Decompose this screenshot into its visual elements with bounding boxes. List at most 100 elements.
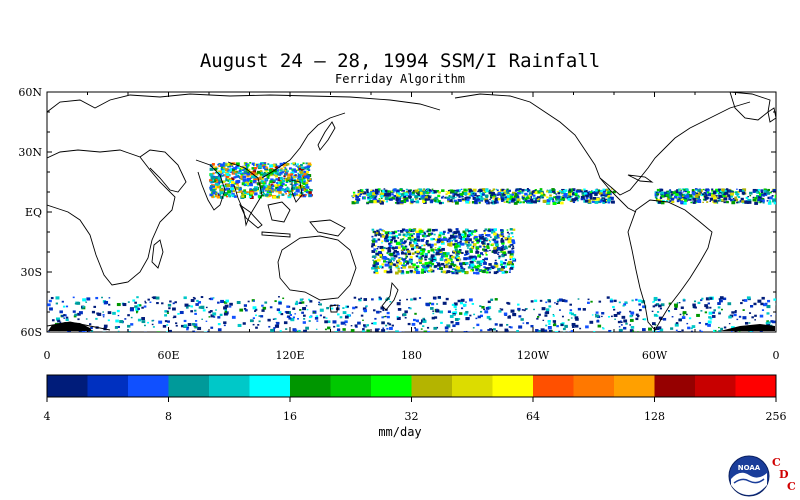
rain-cell	[294, 183, 297, 186]
rain-cell	[485, 234, 488, 237]
rain-cell	[433, 326, 437, 330]
rain-cell	[690, 330, 693, 332]
japan-outline	[317, 121, 336, 151]
rain-cell	[490, 190, 493, 193]
rain-cell	[510, 250, 515, 254]
rain-cell	[274, 184, 278, 187]
rain-cell	[243, 165, 246, 168]
rain-cell	[579, 189, 583, 193]
colorbar-ticks: 4 8 16 32 64 128 256	[44, 397, 787, 423]
rain-cell	[299, 184, 301, 187]
rain-cell	[77, 318, 80, 321]
rain-cell	[465, 317, 470, 321]
rain-cell	[657, 330, 661, 332]
map-title: August 24 – 28, 1994 SSM/I Rainfall	[199, 50, 601, 72]
rain-cell	[516, 200, 520, 204]
rain-cell	[678, 194, 682, 197]
rain-cell	[473, 193, 477, 197]
rain-cell	[422, 319, 427, 323]
rain-cell	[637, 331, 639, 332]
rain-cell	[482, 254, 484, 256]
rain-cell	[398, 256, 401, 259]
rain-cell	[485, 267, 488, 269]
rain-cell	[470, 230, 474, 233]
rain-cell	[600, 190, 603, 193]
rain-cell	[351, 312, 354, 314]
rain-cell	[439, 257, 444, 261]
rain-cell	[492, 266, 496, 269]
rain-cell	[357, 321, 361, 325]
rain-cell	[355, 325, 358, 328]
rain-cell	[61, 315, 64, 317]
rain-cell	[746, 296, 751, 300]
rain-cell	[734, 198, 739, 202]
rain-cell	[591, 200, 595, 203]
rain-cell	[406, 256, 409, 258]
rain-cell	[472, 243, 477, 246]
rain-cell	[296, 163, 299, 166]
rain-cell	[580, 195, 585, 200]
rain-cell	[194, 312, 197, 315]
rain-cell	[560, 201, 564, 205]
rain-cell	[210, 192, 213, 194]
rain-cell	[704, 311, 708, 314]
rain-cell	[519, 188, 522, 191]
rain-cell	[279, 176, 283, 180]
rain-cell	[243, 189, 247, 192]
rain-cell	[425, 191, 429, 194]
rain-cell	[490, 191, 495, 196]
rain-cell	[268, 190, 271, 193]
rain-cell	[728, 190, 731, 192]
rain-cell	[696, 192, 698, 195]
rain-cell	[668, 302, 672, 305]
rain-cell	[451, 196, 455, 200]
rain-cell	[437, 267, 440, 270]
rain-cell	[238, 189, 241, 191]
rain-cell	[55, 296, 60, 300]
rain-cell	[235, 165, 239, 169]
rain-cell	[678, 318, 682, 322]
rain-cell	[434, 228, 438, 232]
cdc-letter-d: D	[779, 468, 789, 481]
rain-cell	[521, 195, 525, 199]
rain-cell	[72, 310, 76, 313]
rain-cell	[389, 326, 393, 330]
rain-cell	[344, 315, 349, 319]
rain-cell	[244, 191, 249, 195]
rain-cell	[589, 197, 593, 200]
rain-cell	[614, 318, 616, 320]
rain-cell	[95, 296, 99, 300]
rain-cell	[401, 251, 404, 253]
rain-cell	[557, 192, 561, 195]
rain-cell	[492, 328, 496, 331]
rain-cell	[363, 325, 366, 328]
rain-cell	[186, 328, 189, 331]
rain-cell	[533, 191, 538, 195]
rain-cell	[494, 241, 499, 245]
rain-cell	[382, 309, 385, 312]
rain-cell	[458, 189, 462, 192]
rain-cell	[506, 197, 511, 201]
rain-cell	[394, 201, 398, 204]
rain-cell	[355, 200, 360, 204]
rain-cell	[659, 197, 663, 199]
rain-cell	[231, 165, 234, 168]
rain-cell	[707, 302, 710, 305]
rain-cell	[300, 163, 303, 167]
rain-cell	[460, 242, 465, 246]
colorbar-swatch	[209, 375, 250, 397]
rain-cell	[284, 184, 287, 187]
rain-cell	[439, 231, 443, 235]
rain-cell	[571, 322, 576, 327]
rain-cell	[249, 195, 254, 200]
rain-cell	[675, 322, 679, 325]
rain-cell	[497, 268, 501, 271]
rain-cell	[426, 242, 429, 244]
rain-cell	[571, 198, 576, 202]
rain-cell	[431, 198, 433, 200]
rain-cell	[270, 328, 275, 332]
rain-cell	[564, 299, 568, 303]
rain-cell	[396, 252, 400, 256]
rain-cell	[440, 196, 444, 199]
